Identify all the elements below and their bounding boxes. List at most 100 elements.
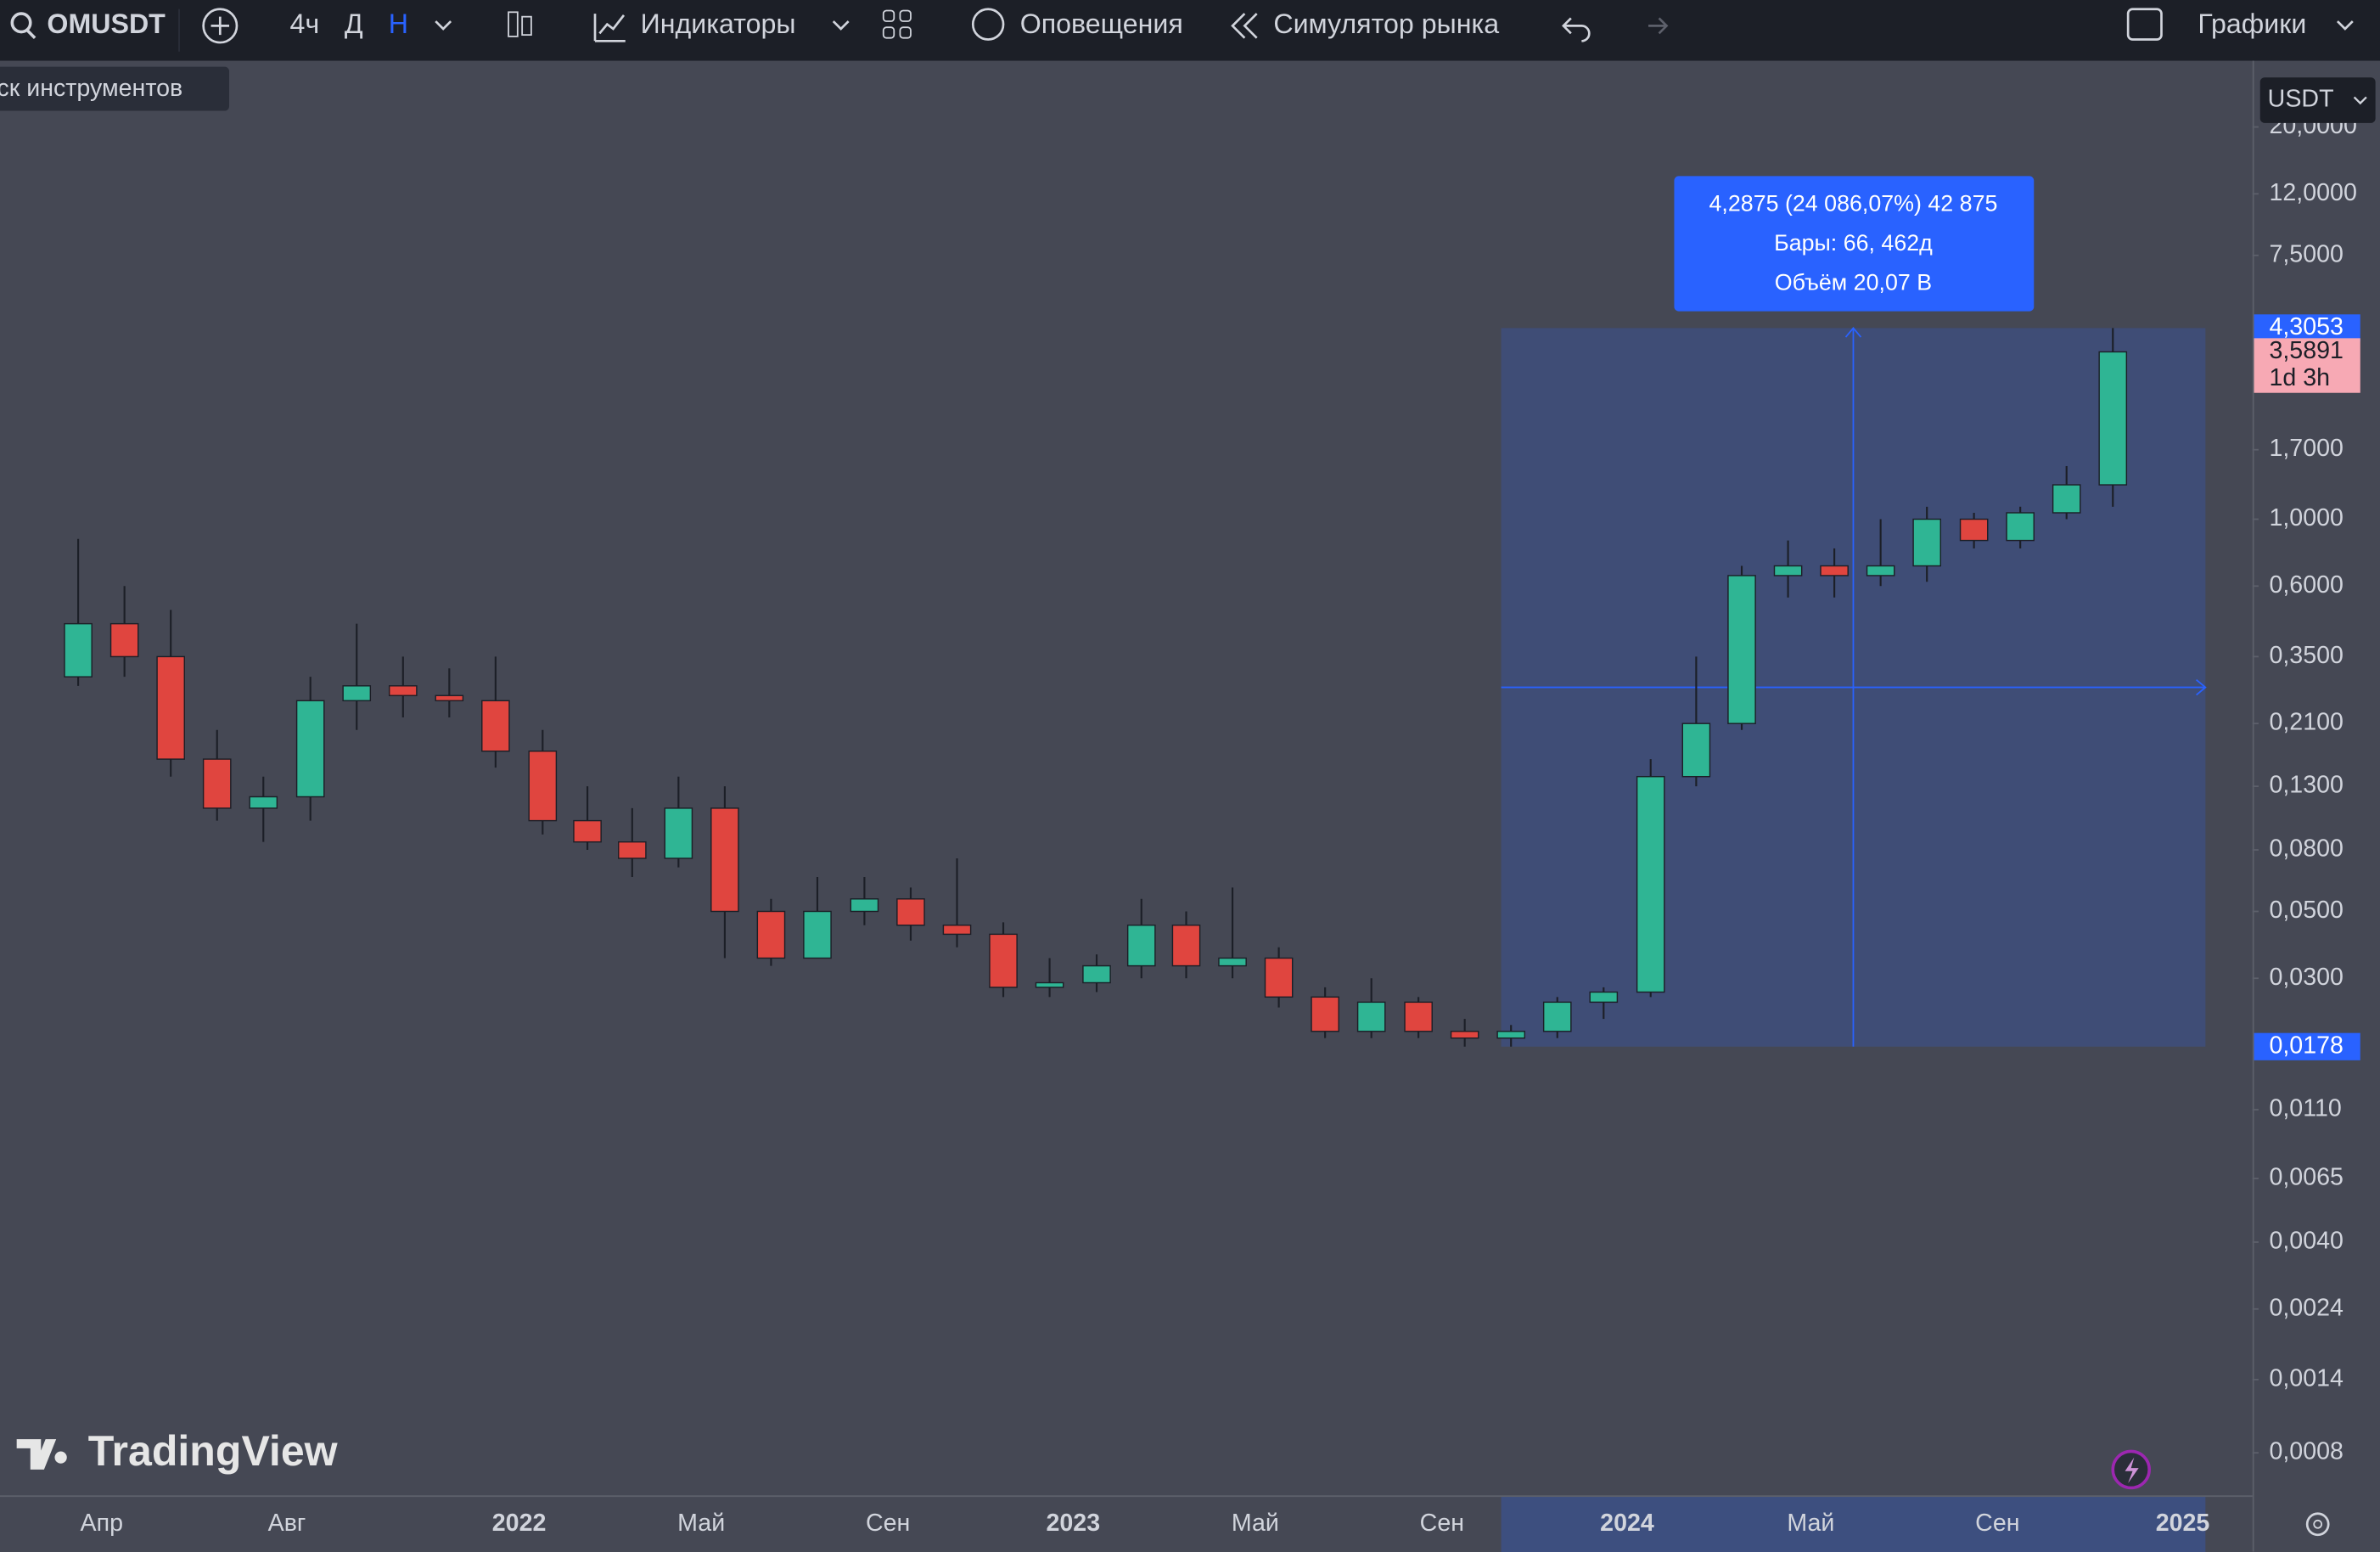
settings[interactable] [2305, 1512, 2330, 1537]
candle-body [1959, 518, 1989, 542]
candle-body [1636, 775, 1665, 993]
icon [882, 26, 895, 39]
icon [593, 14, 626, 42]
x-tick-label: Авг [268, 1510, 306, 1537]
fullscreen[interactable] [2126, 8, 2163, 41]
tooltip-text: ск инструментов [0, 75, 182, 102]
y-tick-label: 0,6000 [2269, 571, 2344, 599]
candle-body [1035, 981, 1064, 988]
logo-icon [16, 1439, 67, 1470]
candle-body [202, 758, 232, 809]
templates[interactable] [882, 9, 912, 39]
measure-text: Объём 20,07 B [1775, 269, 1932, 295]
candle-body [64, 622, 93, 678]
candle-body [435, 694, 464, 702]
watermark: TradingView [88, 1427, 339, 1475]
candle-body [1866, 565, 1895, 576]
candle-body [1496, 1031, 1526, 1039]
candle-body [756, 910, 786, 959]
candle-body [1681, 723, 1711, 778]
redo[interactable] [1648, 17, 1669, 35]
alerts-button[interactable]: Оповещения [971, 8, 1183, 41]
icon [202, 8, 239, 44]
icon [521, 15, 532, 37]
icon [971, 8, 1005, 41]
candle-body [1727, 575, 1756, 724]
x-tick-label: Сен [1420, 1510, 1464, 1537]
price-tag [2254, 338, 2360, 393]
interval[interactable]: Д [345, 8, 363, 39]
measure-arrow [2196, 678, 2207, 696]
alerts: Оповещения [1020, 8, 1183, 39]
symbol-search[interactable]: OMUSDT [10, 8, 166, 39]
toolbar [0, 0, 2380, 61]
measure-tooltip [1674, 176, 2035, 312]
candle-body [573, 819, 602, 843]
icon [210, 16, 230, 36]
dropdown-icon[interactable] [2336, 20, 2354, 31]
candle-body [710, 807, 739, 913]
icon [899, 9, 912, 22]
interval[interactable]: 4ч [290, 8, 320, 39]
x-tick-label: 2024 [1600, 1510, 1654, 1537]
indicators: Индикаторы [641, 8, 796, 39]
currency-button[interactable] [2259, 77, 2376, 123]
search-icon [10, 12, 32, 34]
measure-axis-highlight [1501, 1497, 2206, 1552]
y-tick-label: 0,0065 [2269, 1164, 2344, 1191]
candle-body [1773, 565, 1803, 576]
y-tick-label: 0,0024 [2269, 1294, 2344, 1321]
candle-body [1450, 1031, 1479, 1039]
candle-body [850, 898, 879, 913]
candle-body [1218, 957, 1247, 967]
interval-active[interactable]: Н [389, 8, 408, 39]
price-tag-label: 3,5891 [2269, 337, 2344, 364]
x-tick-label: 2025 [2156, 1510, 2210, 1537]
candle-body [1404, 1001, 1433, 1032]
dropdown-icon[interactable] [435, 20, 452, 31]
undo[interactable] [1562, 17, 1591, 42]
candle-body [156, 655, 185, 760]
candle-body [618, 841, 647, 859]
replay-button[interactable]: Симулятор рынка [1231, 8, 1499, 39]
candle-body [1820, 565, 1849, 576]
candle-body [1171, 925, 1201, 967]
candle-body [989, 933, 1018, 988]
icon [508, 11, 519, 37]
candle-body [2006, 512, 2035, 542]
x-tick-label: 2022 [492, 1510, 547, 1537]
y-tick-label: 1,0000 [2269, 504, 2344, 531]
x-tick-label: Сен [1975, 1510, 2019, 1537]
currency: USDT [2268, 86, 2334, 113]
icon [1231, 13, 1258, 39]
candle-body [1912, 518, 1942, 567]
candle-body [2052, 484, 2081, 514]
y-tick-label: 12,0000 [2269, 179, 2356, 206]
candle-body [664, 807, 693, 859]
y-tick-label: 7,5000 [2269, 240, 2344, 267]
price-tag-label: 0,0178 [2269, 1032, 2344, 1059]
dropdown-icon[interactable] [832, 20, 850, 31]
icon [2305, 1512, 2330, 1537]
candle-body [481, 700, 510, 752]
candle-body [2098, 351, 2128, 486]
x-tick-label: Май [1232, 1510, 1279, 1537]
x-tick-label: Май [1787, 1510, 1834, 1537]
icon [882, 9, 895, 22]
y-tick-label: 0,0800 [2269, 835, 2344, 863]
candle-body [1126, 925, 1156, 967]
search-icon [25, 29, 36, 39]
add-symbol[interactable] [202, 8, 239, 44]
icon [899, 26, 912, 39]
chart: 4,2875 (24 086,07%) 42 875 Бары: 66, 462д… [64, 112, 2360, 1552]
replay: Симулятор рынка [1273, 8, 1499, 39]
y-tick-label: 0,0300 [2269, 964, 2344, 991]
y-tick-label: 1,7000 [2269, 435, 2344, 462]
candle-body [109, 622, 139, 658]
indicators-button[interactable]: Индикаторы [593, 8, 796, 42]
chart-type[interactable] [508, 11, 532, 37]
measure-text: Бары: 66, 462д [1774, 230, 1933, 256]
countdown: 1d 3h [2269, 364, 2330, 391]
layout[interactable]: Графики [2198, 8, 2306, 39]
